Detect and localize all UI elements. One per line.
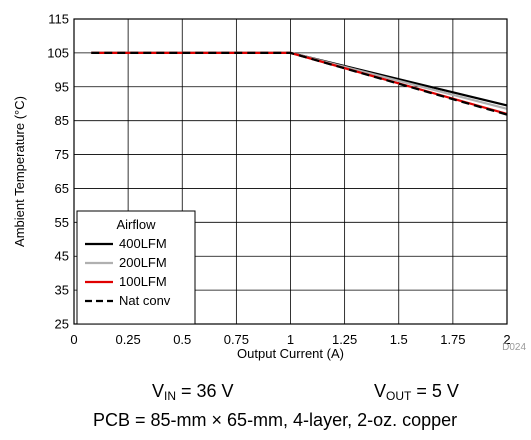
series-line: [91, 51, 508, 116]
legend-items: 400LFM 200LFM 100LFM Nat conv: [85, 236, 171, 308]
vin-value: = 36 V: [176, 381, 234, 401]
y-tick-labels: 25 35 45 55 65 75 85 95 105 115: [47, 12, 69, 332]
x-tick-label: 0.25: [115, 332, 140, 347]
vout-symbol: V: [374, 381, 387, 401]
x-tick-label: 0.75: [224, 332, 249, 347]
legend-box: [76, 210, 196, 325]
legend-title: Airflow: [116, 217, 156, 232]
y-tick-label: 25: [55, 317, 69, 332]
legend-label: 100LFM: [119, 274, 167, 289]
x-tick-label: 0.5: [173, 332, 191, 347]
series-line: [91, 51, 508, 107]
y-tick-label: 55: [55, 215, 69, 230]
y-tick-label: 105: [47, 45, 69, 60]
vin-symbol: V: [152, 381, 165, 401]
figure-id: D024: [502, 342, 526, 353]
x-tick-labels: 0 0.25 0.5 0.75 1 1.25 1.5 1.75 2: [70, 332, 510, 347]
series-lines: [91, 51, 508, 116]
plot-frame: [73, 18, 508, 325]
vin-caption: VIN = 36 V: [152, 381, 234, 403]
x-tick-label: 1.5: [390, 332, 408, 347]
x-tick-label: 2: [503, 332, 510, 347]
y-tick-label: 45: [55, 249, 69, 264]
y-tick-label: 65: [55, 181, 69, 196]
y-tick-label: 115: [48, 12, 69, 27]
series-line: [91, 51, 508, 115]
vin-subscript: IN: [164, 389, 177, 403]
legend-label: Nat conv: [119, 293, 171, 308]
x-tick-label: 1.25: [332, 332, 357, 347]
y-tick-label: 95: [55, 79, 69, 94]
series-line: [91, 51, 508, 110]
x-tick-label: 0: [70, 332, 77, 347]
vout-subscript: OUT: [386, 389, 412, 403]
y-axis-label: Ambient Temperature (°C): [12, 96, 27, 247]
vout-value: = 5 V: [411, 381, 459, 401]
legend-label: 400LFM: [119, 236, 167, 251]
x-tick-label: 1.75: [440, 332, 465, 347]
x-tick-label: 1: [287, 332, 294, 347]
y-tick-label: 85: [55, 113, 69, 128]
x-axis-label: Output Current (A): [237, 346, 344, 361]
legend-label: 200LFM: [119, 255, 167, 270]
pcb-caption: PCB = 85-mm × 65-mm, 4-layer, 2-oz. copp…: [93, 410, 458, 430]
legend: Airflow 400LFM 200LFM 100LFM Nat conv: [76, 210, 196, 325]
y-tick-label: 35: [55, 283, 69, 298]
vout-caption: VOUT = 5 V: [374, 381, 459, 403]
y-tick-label: 75: [55, 147, 69, 162]
